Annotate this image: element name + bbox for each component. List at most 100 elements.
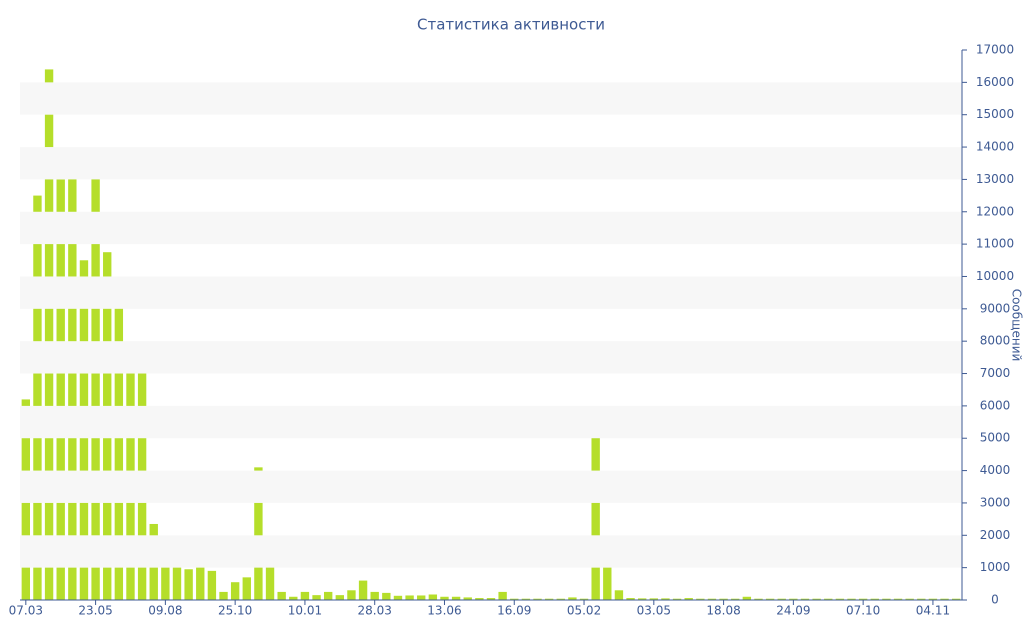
bar: [858, 598, 868, 600]
bar: [417, 595, 426, 600]
bar: [707, 598, 717, 600]
y-tick-label: 5000: [980, 431, 1011, 445]
grid-band: [20, 82, 962, 115]
bar: [556, 598, 565, 600]
y-tick-label: 12000: [976, 204, 1014, 218]
bar: [300, 591, 310, 600]
grid-band: [20, 470, 962, 503]
bar: [824, 598, 833, 600]
chart-title: Статистика активности: [417, 16, 605, 34]
x-tick-label: 05.02: [567, 604, 601, 618]
bar: [777, 598, 786, 600]
bar: [789, 598, 798, 600]
bar: [277, 591, 286, 600]
bar: [661, 598, 670, 600]
bar: [579, 598, 589, 600]
x-tick-label: 13.06: [427, 604, 461, 618]
bar: [800, 598, 810, 600]
y-tick-label: 2000: [980, 528, 1011, 542]
grid-band: [20, 405, 962, 439]
bar: [114, 295, 124, 600]
bar: [56, 179, 65, 601]
bar: [207, 570, 217, 600]
y-tick-label: 4000: [980, 463, 1011, 477]
bar: [335, 595, 345, 600]
bar: [951, 598, 961, 600]
y-tick-label: 0: [991, 593, 999, 607]
bar: [440, 596, 449, 600]
y-tick-label: 15000: [976, 107, 1014, 121]
bar: [637, 598, 647, 600]
bar: [917, 598, 926, 600]
bar: [603, 545, 612, 600]
x-tick-label: 07.10: [846, 604, 880, 618]
bar: [940, 598, 949, 600]
y-tick-label: 13000: [976, 172, 1014, 186]
y-tick-label: 17000: [976, 43, 1014, 57]
bar: [91, 160, 100, 600]
bar: [498, 591, 507, 600]
bar: [382, 592, 391, 600]
bar: [672, 598, 682, 600]
bar: [614, 590, 624, 600]
bar: [765, 598, 775, 600]
bar: [533, 598, 542, 600]
bar: [428, 594, 438, 600]
bar: [882, 598, 891, 600]
x-tick-label: 07.03: [9, 604, 43, 618]
bar: [393, 595, 403, 600]
x-tick-label: 24.09: [776, 604, 810, 618]
y-tick-label: 10000: [976, 269, 1014, 283]
bar: [928, 598, 938, 600]
bar: [230, 582, 240, 600]
bar: [684, 598, 693, 600]
bar: [510, 598, 519, 600]
bar: [731, 598, 740, 600]
bar: [847, 598, 856, 600]
grid-band: [20, 211, 962, 245]
bar: [358, 580, 368, 600]
y-tick-label: 9000: [980, 301, 1011, 315]
bar: [835, 598, 845, 600]
bar: [44, 69, 54, 601]
bar: [312, 595, 321, 600]
bar: [870, 598, 879, 600]
y-axis-label: Сообщений: [1010, 289, 1024, 362]
bar: [649, 598, 659, 600]
bar: [521, 598, 531, 600]
grid-band: [20, 341, 962, 374]
bar: [626, 598, 635, 600]
bar: [696, 598, 705, 600]
x-tick-label: 25.10: [218, 604, 252, 618]
x-tick-label: 16.09: [497, 604, 531, 618]
bar: [265, 561, 275, 600]
x-tick-label: 04.11: [916, 604, 950, 618]
y-tick-label: 11000: [976, 237, 1014, 251]
bar: [893, 598, 903, 600]
bar: [754, 598, 763, 600]
grid-band: [20, 276, 962, 309]
y-tick-label: 8000: [980, 334, 1011, 348]
x-tick-label: 09.08: [148, 604, 182, 618]
bar: [486, 598, 496, 600]
y-tick-label: 7000: [980, 366, 1011, 380]
y-tick-label: 16000: [976, 75, 1014, 89]
bar: [172, 559, 182, 600]
y-tick-label: 1000: [980, 560, 1011, 574]
bar: [219, 591, 228, 600]
bar: [905, 598, 914, 600]
bar: [405, 595, 414, 600]
bar: [463, 597, 472, 600]
x-tick-label: 03.05: [637, 604, 671, 618]
bar: [33, 195, 42, 600]
bar: [196, 561, 205, 600]
bar: [742, 596, 752, 600]
x-tick-label: 18.08: [706, 604, 740, 618]
bar: [475, 598, 484, 600]
y-tick-label: 3000: [980, 495, 1011, 509]
bar: [370, 591, 379, 600]
y-tick-label: 6000: [980, 398, 1011, 412]
bar: [451, 596, 461, 600]
bar: [323, 591, 333, 600]
